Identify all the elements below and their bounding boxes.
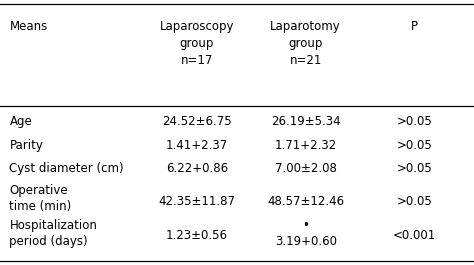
Text: >0.05: >0.05	[397, 162, 433, 175]
Text: 26.19±5.34: 26.19±5.34	[271, 115, 340, 128]
Text: >0.05: >0.05	[397, 195, 433, 208]
Text: >0.05: >0.05	[397, 139, 433, 152]
Text: 1.71+2.32: 1.71+2.32	[274, 139, 337, 152]
Text: Means: Means	[9, 20, 48, 33]
Text: 1.23±0.56: 1.23±0.56	[166, 229, 228, 242]
Text: Laparoscopy
group
n=17: Laparoscopy group n=17	[159, 20, 234, 67]
Text: Parity: Parity	[9, 139, 43, 152]
Text: <0.001: <0.001	[393, 229, 437, 242]
Text: •
3.19+0.60: • 3.19+0.60	[275, 219, 337, 248]
Text: 6.22+0.86: 6.22+0.86	[165, 162, 228, 175]
Text: Hospitalization
period (days): Hospitalization period (days)	[9, 219, 97, 248]
Text: 42.35±11.87: 42.35±11.87	[158, 195, 235, 208]
Text: Operative
time (min): Operative time (min)	[9, 184, 72, 213]
Text: Cyst diameter (cm): Cyst diameter (cm)	[9, 162, 124, 175]
Text: Age: Age	[9, 115, 32, 128]
Text: 1.41+2.37: 1.41+2.37	[165, 139, 228, 152]
Text: >0.05: >0.05	[397, 115, 433, 128]
Text: Laparotomy
group
n=21: Laparotomy group n=21	[270, 20, 341, 67]
Text: 48.57±12.46: 48.57±12.46	[267, 195, 344, 208]
Text: 7.00±2.08: 7.00±2.08	[275, 162, 337, 175]
Text: 24.52±6.75: 24.52±6.75	[162, 115, 231, 128]
Text: P: P	[411, 20, 418, 33]
